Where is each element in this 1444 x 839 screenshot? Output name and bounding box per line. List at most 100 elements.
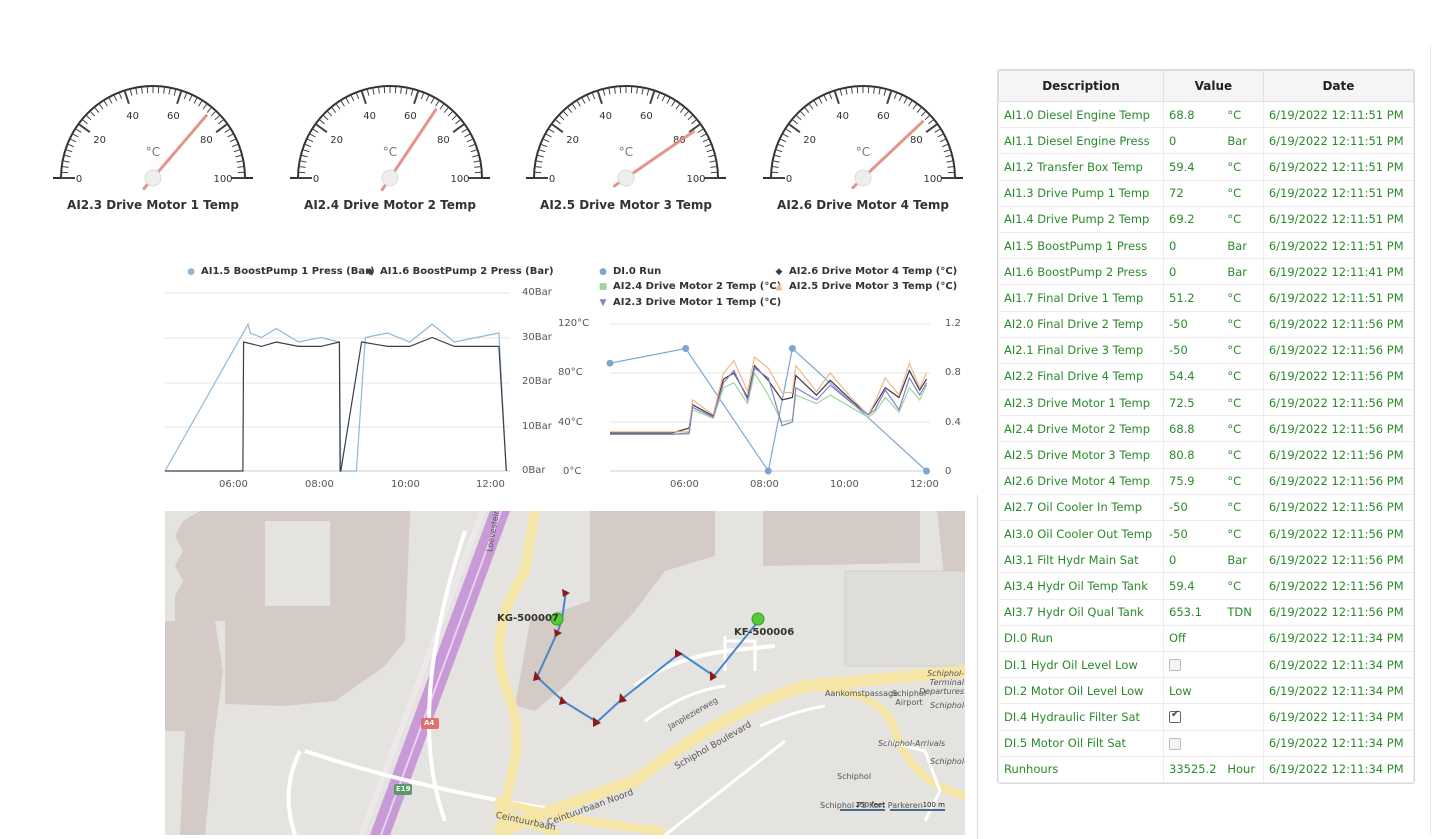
unit-cell: °C [1227, 493, 1264, 522]
table-row[interactable]: DI.1 Hydr Oil Level Low 6/19/2022 12:11:3… [998, 650, 1415, 679]
table-row[interactable]: AI2.1 Final Drive 3 Temp -50 °C 6/19/2022 1… [998, 336, 1415, 364]
legend-item[interactable]: ▼ AI2.3 Drive Motor 1 Temp (°C) [599, 297, 782, 308]
marker-label-kf-500006[interactable]: KF-500006 [734, 627, 795, 638]
table-row[interactable]: Runhours 33525.2 Hour 6/19/2022 12:11:34 PM [998, 755, 1415, 783]
unit-cell: °C [1227, 389, 1264, 417]
svg-text:°C: °C [146, 145, 160, 159]
table-row[interactable]: AI1.1 Diesel Engine Press 0 Bar 6/19/2022 1… [998, 127, 1415, 155]
unit-cell: °C [1227, 519, 1264, 548]
table-row[interactable]: AI2.4 Drive Motor 2 Temp 68.8 °C 6/19/2022 … [998, 415, 1415, 443]
table-row[interactable]: AI3.0 Oil Cooler Out Temp -50 °C 6/19/2022 … [998, 519, 1415, 548]
date-cell: 6/19/2022 12:11:34 PM [1262, 650, 1415, 679]
table-row[interactable]: DI.5 Motor Oil Filt Sat 6/19/2022 12:11:3… [998, 729, 1415, 757]
road-shield-a4: A4 [424, 719, 435, 727]
status-checkbox[interactable] [1169, 709, 1181, 724]
svg-text:20: 20 [803, 135, 816, 146]
svg-text:40: 40 [126, 111, 139, 122]
place-label: Schiphol-Terminal Departures [919, 669, 964, 696]
table-row[interactable]: AI2.5 Drive Motor 3 Temp 80.8 °C 6/19/2022 … [998, 441, 1415, 469]
value-cell: 0 [1163, 127, 1228, 155]
legend-item[interactable]: ▲ AI2.5 Drive Motor 3 Temp (°C) [775, 281, 958, 292]
description-cell: AI3.4 Hydr Oil Temp Tank [998, 572, 1164, 600]
date-cell: 6/19/2022 12:11:56 PM [1262, 441, 1415, 469]
svg-text:60: 60 [877, 111, 890, 122]
unit-cell: °C [1227, 467, 1264, 495]
table-row[interactable]: AI2.2 Final Drive 4 Temp 54.4 °C 6/19/2022 … [998, 362, 1415, 391]
table-row[interactable]: AI3.7 Hydr Oil Qual Tank 653.1 TDN 6/19/202… [998, 598, 1415, 626]
legend-item[interactable]: ◆ AI1.6 BoostPump 2 Press (Bar) [366, 266, 554, 277]
date-cell: 6/19/2022 12:11:51 PM [1262, 100, 1415, 129]
unit-cell [1227, 677, 1264, 705]
value-cell: 51.2 [1163, 284, 1228, 312]
legend-item[interactable]: ■ AI2.4 Drive Motor 2 Temp (°C) [598, 281, 782, 292]
y-axis-tick-right: 0 [945, 465, 952, 477]
unit-cell: °C [1227, 100, 1264, 129]
unit-cell [1227, 624, 1264, 652]
svg-text:80: 80 [437, 135, 450, 146]
table-row[interactable]: AI1.3 Drive Pump 1 Temp 72 °C 6/19/2022 12:… [998, 179, 1415, 207]
column-header-date[interactable]: Date [1262, 70, 1415, 102]
date-cell: 6/19/2022 12:11:51 PM [1262, 127, 1415, 155]
table-row[interactable]: DI.0 Run Off 6/19/2022 12:11:34 PM [998, 624, 1415, 652]
unit-cell: °C [1227, 415, 1264, 443]
svg-text:20: 20 [93, 135, 106, 146]
marker-label-kg-500007[interactable]: KG-500007 [497, 613, 559, 624]
svg-text:20: 20 [566, 135, 579, 146]
value-cell: 0 [1163, 231, 1228, 260]
description-cell: AI2.2 Final Drive 4 Temp [998, 362, 1164, 391]
legend-item[interactable]: ● AI1.5 BoostPump 1 Press (Bar) [187, 266, 375, 277]
unit-cell: °C [1227, 572, 1264, 600]
date-cell: 6/19/2022 12:11:56 PM [1262, 310, 1415, 338]
table-row[interactable]: AI3.4 Hydr Oil Temp Tank 59.4 °C 6/19/2022 … [998, 572, 1415, 600]
svg-text:60: 60 [640, 111, 653, 122]
table-row[interactable]: AI2.7 Oil Cooler In Temp -50 °C 6/19/2022 1… [998, 493, 1415, 522]
date-cell: 6/19/2022 12:11:41 PM [1262, 258, 1415, 286]
value-cell: 33525.2 [1163, 755, 1228, 783]
divider [977, 495, 978, 839]
table-row[interactable]: AI2.3 Drive Motor 1 Temp 72.5 °C 6/19/2022 … [998, 389, 1415, 417]
svg-text:0: 0 [313, 174, 319, 185]
map-canvas[interactable] [165, 511, 965, 835]
date-cell: 6/19/2022 12:11:56 PM [1262, 598, 1415, 626]
y-axis-tick-left: 0°C [563, 465, 582, 477]
table-row[interactable]: AI1.2 Transfer Box Temp 59.4 °C 6/19/2022 1… [998, 153, 1415, 181]
status-checkbox[interactable] [1169, 659, 1181, 672]
value-cell: 0 [1163, 258, 1228, 286]
y-axis-tick: 20Bar [522, 376, 552, 387]
legend-item[interactable]: ● DI.0 Run [599, 266, 662, 277]
svg-text:100: 100 [450, 174, 469, 185]
date-cell: 6/19/2022 12:11:51 PM [1262, 284, 1415, 312]
map[interactable]: KG-500007 KF-500006 A4 E19 Loevesteinse … [165, 511, 965, 835]
column-header-description[interactable]: Description [998, 70, 1164, 102]
status-checkbox[interactable] [1169, 737, 1181, 750]
value-cell: 80.8 [1163, 441, 1228, 469]
readings-table: Description Value Date AI1.0 Diesel Engi… [997, 69, 1415, 784]
table-row[interactable]: AI1.5 BoostPump 1 Press 0 Bar 6/19/2022 12:… [998, 231, 1415, 260]
table-row[interactable]: DI.4 Hydraulic Filter Sat 6/19/2022 12:11… [998, 703, 1415, 731]
unit-cell: TDN [1227, 598, 1264, 626]
value-cell: 59.4 [1163, 153, 1228, 181]
svg-text:60: 60 [167, 111, 180, 122]
table-row[interactable]: AI1.6 BoostPump 2 Press 0 Bar 6/19/2022 12:… [998, 258, 1415, 286]
table-row[interactable]: AI1.0 Diesel Engine Temp 68.8 °C 6/19/2022 … [998, 100, 1415, 129]
y-axis-tick-right: 0.8 [945, 367, 961, 379]
y-axis-tick: 0Bar [522, 465, 546, 476]
table-row[interactable]: AI3.1 Filt Hydr Main Sat 0 Bar 6/19/2022 12… [998, 546, 1415, 574]
unit-cell [1227, 729, 1264, 757]
unit-cell: Bar [1227, 546, 1264, 574]
table-row[interactable]: AI2.0 Final Drive 2 Temp -50 °C 6/19/2022 1… [998, 310, 1415, 338]
column-header-value[interactable]: Value [1163, 70, 1264, 102]
description-cell: Runhours [998, 755, 1164, 783]
date-cell: 6/19/2022 12:11:56 PM [1262, 519, 1415, 548]
description-cell: AI3.7 Hydr Oil Qual Tank [998, 598, 1164, 626]
table-row[interactable]: DI.2 Motor Oil Level Low Low 6/19/2022 12:… [998, 677, 1415, 705]
place-label: Schiphol P1 Kort Parkeren [820, 801, 923, 810]
legend-item[interactable]: ◆ AI2.6 Drive Motor 4 Temp (°C) [775, 266, 958, 277]
table-row[interactable]: AI2.6 Drive Motor 4 Temp 75.9 °C 6/19/2022 … [998, 467, 1415, 495]
description-cell: AI1.5 BoostPump 1 Press [998, 231, 1164, 260]
value-cell: -50 [1163, 519, 1228, 548]
table-row[interactable]: AI1.4 Drive Pump 2 Temp 69.2 °C 6/19/2022 1… [998, 205, 1415, 233]
street-label: Aankomstpassage [825, 689, 899, 698]
table-row[interactable]: AI1.7 Final Drive 1 Temp 51.2 °C 6/19/2022 … [998, 284, 1415, 312]
